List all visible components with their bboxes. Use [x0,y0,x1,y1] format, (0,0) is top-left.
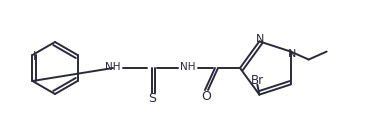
Text: NH: NH [105,62,121,72]
Text: N: N [256,34,265,44]
Text: S: S [148,92,156,105]
Text: N: N [287,48,296,58]
Text: Br: Br [251,74,264,87]
Text: NH: NH [180,62,196,72]
Text: I: I [33,51,36,64]
Text: O: O [201,89,211,102]
